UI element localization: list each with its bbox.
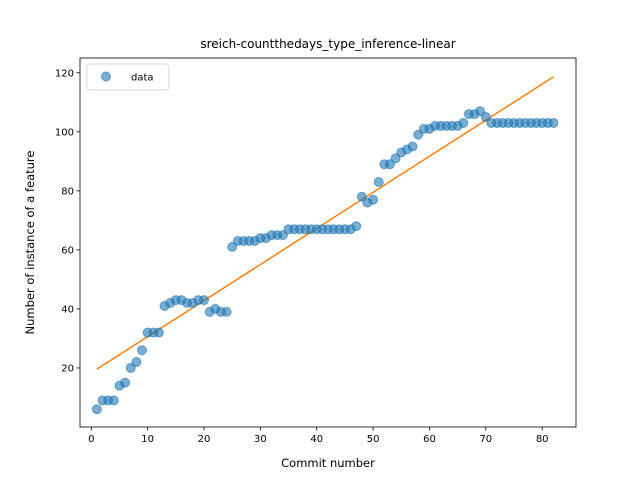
plot-area: 0 10 20 30 40 50 60 70 80 20 40 60 80 100 120 (55, 57, 577, 445)
x-tick-label: 0 (88, 434, 94, 445)
data-point (373, 176, 384, 187)
x-axis-label: Commit number (281, 456, 375, 470)
chart-title: sreich-countthedays_type_inference-linea… (200, 37, 455, 51)
x-tick-label: 50 (367, 434, 380, 445)
x-tick-label: 60 (423, 434, 436, 445)
x-tick-label: 20 (198, 434, 211, 445)
x-tick-label: 10 (141, 434, 154, 445)
data-point (137, 345, 147, 356)
data-points (91, 106, 559, 415)
data-point (368, 194, 379, 205)
y-tick-label: 120 (55, 68, 74, 79)
fit-line-path (96, 76, 554, 370)
y-tick-label: 40 (61, 304, 74, 315)
y-axis-label: Number of instance of a feature (23, 151, 37, 335)
y-axis-ticks: 20 40 60 80 100 120 (55, 68, 80, 374)
data-point (407, 141, 418, 152)
axes-background (80, 58, 576, 427)
legend-box (86, 63, 170, 91)
fit-line (96, 76, 554, 370)
data-point (108, 395, 119, 406)
data-point (131, 357, 142, 368)
data-point (120, 377, 131, 388)
x-tick-label: 80 (536, 434, 549, 445)
x-tick-label: 30 (254, 434, 267, 445)
y-tick-label: 80 (61, 186, 74, 197)
legend-label: data (131, 73, 154, 84)
x-axis-ticks: 0 10 20 30 40 50 60 70 80 (88, 427, 549, 445)
legend-marker (101, 71, 111, 82)
data-point (221, 306, 232, 317)
legend: data (86, 63, 170, 91)
axes-frame (79, 57, 577, 428)
data-point (458, 117, 469, 128)
y-tick-label: 100 (55, 127, 74, 138)
data-point (548, 117, 559, 128)
data-point (91, 404, 102, 415)
data-point (153, 327, 164, 338)
data-point (199, 295, 209, 306)
data-point (351, 221, 362, 232)
x-tick-label: 40 (310, 434, 323, 445)
x-tick-label: 70 (479, 434, 492, 445)
y-tick-label: 20 (61, 363, 74, 374)
y-tick-label: 60 (61, 245, 74, 256)
